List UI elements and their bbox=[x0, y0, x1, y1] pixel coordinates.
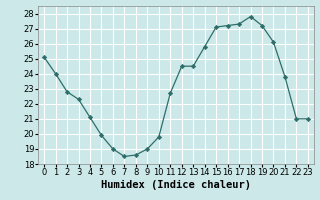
X-axis label: Humidex (Indice chaleur): Humidex (Indice chaleur) bbox=[101, 180, 251, 190]
